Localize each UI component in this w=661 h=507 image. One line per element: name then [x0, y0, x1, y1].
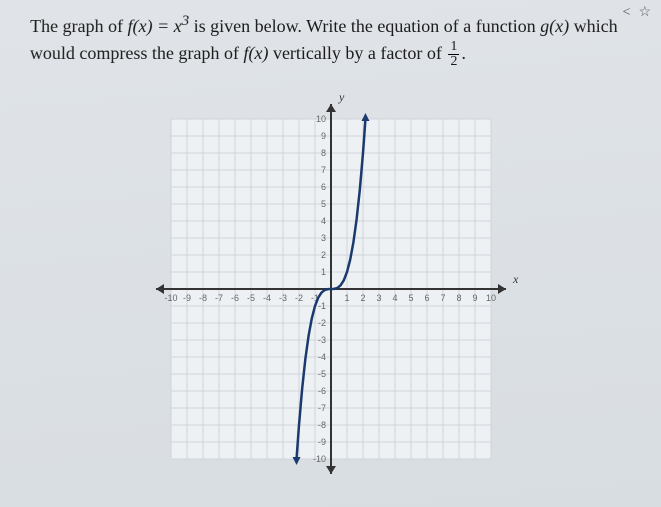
- svg-text:-7: -7: [317, 403, 325, 413]
- svg-text:8: 8: [320, 148, 325, 158]
- svg-text:-2: -2: [294, 293, 302, 303]
- svg-text:x: x: [512, 272, 519, 286]
- text-segment: vertically by a factor of: [273, 43, 447, 63]
- svg-text:6: 6: [424, 293, 429, 303]
- svg-text:-6: -6: [230, 293, 238, 303]
- chart-container: -10-9-8-7-6-5-4-3-2-112345678910-10-9-8-…: [0, 89, 661, 489]
- svg-text:-9: -9: [317, 437, 325, 447]
- svg-text:y: y: [338, 90, 345, 104]
- svg-text:-4: -4: [262, 293, 270, 303]
- fraction-denominator: 2: [448, 55, 459, 69]
- svg-text:10: 10: [485, 293, 495, 303]
- svg-text:-10: -10: [312, 454, 325, 464]
- math-fx: f(x) = x3: [127, 16, 189, 36]
- svg-text:-2: -2: [317, 318, 325, 328]
- svg-text:3: 3: [320, 233, 325, 243]
- svg-text:4: 4: [392, 293, 397, 303]
- svg-text:1: 1: [320, 267, 325, 277]
- svg-text:5: 5: [320, 199, 325, 209]
- svg-text:-8: -8: [317, 420, 325, 430]
- svg-text:1: 1: [344, 293, 349, 303]
- text-segment: .: [461, 43, 466, 63]
- svg-text:2: 2: [320, 250, 325, 260]
- svg-text:4: 4: [320, 216, 325, 226]
- text-segment: would compress the graph of: [30, 43, 244, 63]
- svg-text:-3: -3: [278, 293, 286, 303]
- svg-text:3: 3: [376, 293, 381, 303]
- svg-text:9: 9: [472, 293, 477, 303]
- svg-text:-7: -7: [214, 293, 222, 303]
- svg-text:-9: -9: [182, 293, 190, 303]
- math-fx2: f(x): [243, 43, 268, 63]
- fraction-half: 1 2: [448, 40, 459, 69]
- svg-text:2: 2: [360, 293, 365, 303]
- text-segment: which: [574, 16, 618, 36]
- svg-text:-10: -10: [164, 293, 177, 303]
- svg-text:8: 8: [456, 293, 461, 303]
- fraction-numerator: 1: [448, 40, 459, 55]
- svg-text:-1: -1: [317, 301, 325, 311]
- svg-text:-5: -5: [246, 293, 254, 303]
- svg-text:5: 5: [408, 293, 413, 303]
- svg-text:-3: -3: [317, 335, 325, 345]
- svg-text:7: 7: [440, 293, 445, 303]
- svg-text:-8: -8: [198, 293, 206, 303]
- svg-text:-5: -5: [317, 369, 325, 379]
- svg-text:9: 9: [320, 131, 325, 141]
- svg-text:10: 10: [315, 114, 325, 124]
- svg-text:-6: -6: [317, 386, 325, 396]
- math-gx: g(x): [540, 16, 569, 36]
- problem-statement: The graph of f(x) = x3 is given below. W…: [0, 0, 661, 79]
- text-segment: is given below. Write the equation of a …: [194, 16, 541, 36]
- svg-text:7: 7: [320, 165, 325, 175]
- text-segment: The graph of: [30, 16, 128, 36]
- cubic-function-chart: -10-9-8-7-6-5-4-3-2-112345678910-10-9-8-…: [121, 89, 541, 489]
- svg-text:6: 6: [320, 182, 325, 192]
- svg-text:-4: -4: [317, 352, 325, 362]
